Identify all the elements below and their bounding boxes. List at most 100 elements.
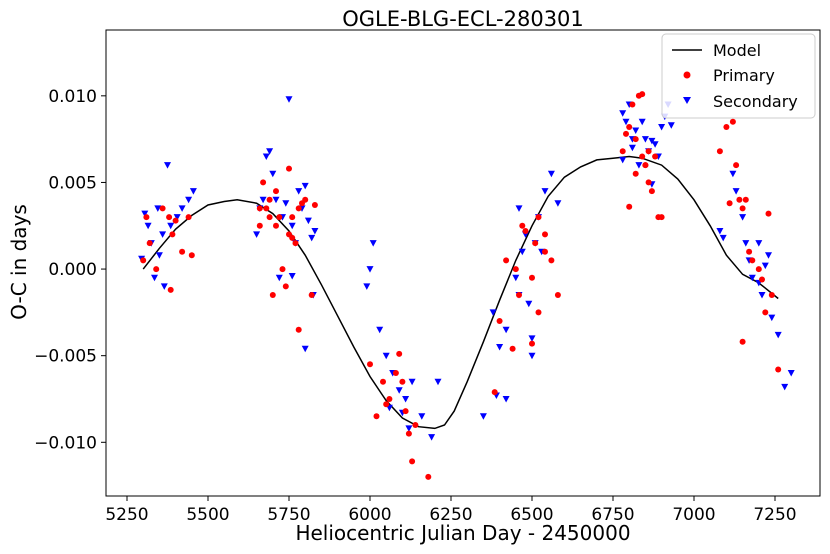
- primary-point: [755, 266, 762, 273]
- secondary-point: [189, 188, 197, 195]
- primary-point: [153, 266, 160, 273]
- primary-point: [383, 401, 390, 408]
- secondary-point: [658, 124, 666, 131]
- primary-point: [739, 338, 746, 345]
- primary-point: [532, 240, 539, 247]
- secondary-point: [402, 396, 410, 403]
- primary-point: [425, 473, 432, 480]
- primary-point: [167, 286, 174, 293]
- primary-point: [519, 222, 526, 229]
- primary-point: [311, 202, 318, 208]
- secondary-point: [758, 292, 766, 299]
- primary-point: [185, 214, 192, 221]
- secondary-point: [311, 228, 319, 235]
- primary-point: [749, 257, 756, 264]
- primary-point: [302, 196, 309, 203]
- secondary-point: [141, 210, 149, 218]
- primary-point: [726, 200, 733, 207]
- x-tick-label: 5750: [267, 505, 310, 525]
- primary-point: [623, 130, 629, 137]
- primary-point: [512, 266, 519, 273]
- primary-point: [260, 179, 267, 186]
- primary-point: [409, 458, 416, 465]
- primary-point: [542, 231, 548, 238]
- secondary-point: [496, 344, 504, 351]
- secondary-point: [308, 234, 316, 242]
- primary-point: [308, 292, 315, 298]
- y-tick-label: 0.000: [48, 260, 97, 280]
- secondary-point: [376, 326, 384, 334]
- y-tick-label: −0.005: [34, 347, 97, 367]
- x-tick-label: 7250: [753, 505, 796, 525]
- primary-point: [295, 326, 302, 333]
- secondary-point: [742, 240, 750, 247]
- y-tick-label: 0.010: [48, 87, 97, 107]
- primary-point: [256, 222, 263, 229]
- secondary-point: [408, 378, 416, 386]
- primary-point: [716, 148, 723, 155]
- secondary-point: [144, 222, 152, 230]
- primary-point: [648, 188, 655, 195]
- primary-point: [529, 274, 535, 281]
- secondary-point: [622, 118, 630, 126]
- primary-point: [626, 203, 633, 210]
- primary-point: [276, 214, 283, 221]
- primary-point: [733, 162, 740, 169]
- secondary-point: [489, 309, 497, 316]
- secondary-point: [541, 188, 549, 195]
- axis-ticks: 5250 5500 5750 6000 6250 6500 6750 7000 7250 −0.0…: [34, 87, 797, 525]
- primary-point: [286, 165, 292, 172]
- secondary-point: [628, 144, 636, 152]
- x-axis-label: Heliocentric Julian Day - 2450000: [295, 521, 630, 545]
- primary-point: [396, 350, 403, 357]
- primary-point: [169, 231, 176, 238]
- secondary-point: [774, 331, 782, 339]
- primary-point: [279, 266, 286, 273]
- secondary-point: [418, 413, 426, 420]
- secondary-point: [515, 205, 523, 212]
- primary-point: [723, 124, 730, 130]
- primary-point: [289, 234, 296, 241]
- primary-point: [143, 214, 150, 221]
- primary-point: [503, 257, 510, 264]
- secondary-point: [262, 153, 270, 160]
- primary-point: [273, 188, 279, 195]
- secondary-point: [502, 396, 510, 403]
- primary-point: [412, 422, 419, 428]
- secondary-point: [301, 345, 309, 353]
- secondary-point: [761, 262, 769, 270]
- secondary-point: [518, 248, 526, 256]
- primary-point: [282, 283, 289, 290]
- secondary-point: [755, 240, 763, 247]
- secondary-point: [269, 170, 277, 178]
- secondary-point: [253, 231, 261, 238]
- secondary-point: [304, 217, 312, 225]
- primary-point: [736, 196, 743, 203]
- secondary-point: [739, 214, 747, 221]
- secondary-point: [638, 118, 646, 126]
- secondary-point: [363, 283, 371, 290]
- primary-point: [759, 276, 765, 283]
- primary-point: [645, 179, 652, 186]
- primary-point: [380, 378, 386, 385]
- x-tick-label: 5250: [105, 505, 148, 525]
- primary-point: [405, 430, 412, 437]
- primary-point: [256, 205, 263, 212]
- secondary-point: [173, 214, 181, 221]
- legend: Model Primary Secondary: [661, 33, 816, 119]
- x-tick-label: 6500: [510, 505, 553, 525]
- secondary-point: [155, 252, 163, 259]
- primary-point: [392, 370, 399, 376]
- y-axis-label: O-C in days: [7, 204, 31, 320]
- primary-point: [522, 228, 529, 234]
- primary-point: [166, 214, 173, 221]
- x-tick-label: 6000: [348, 505, 391, 525]
- secondary-point: [787, 370, 795, 377]
- primary-point: [491, 389, 498, 396]
- primary-point: [642, 162, 649, 169]
- legend-primary-swatch: [683, 71, 691, 79]
- primary-point: [399, 378, 406, 385]
- secondary-point: [167, 222, 175, 230]
- legend-label-primary: Primary: [713, 66, 775, 85]
